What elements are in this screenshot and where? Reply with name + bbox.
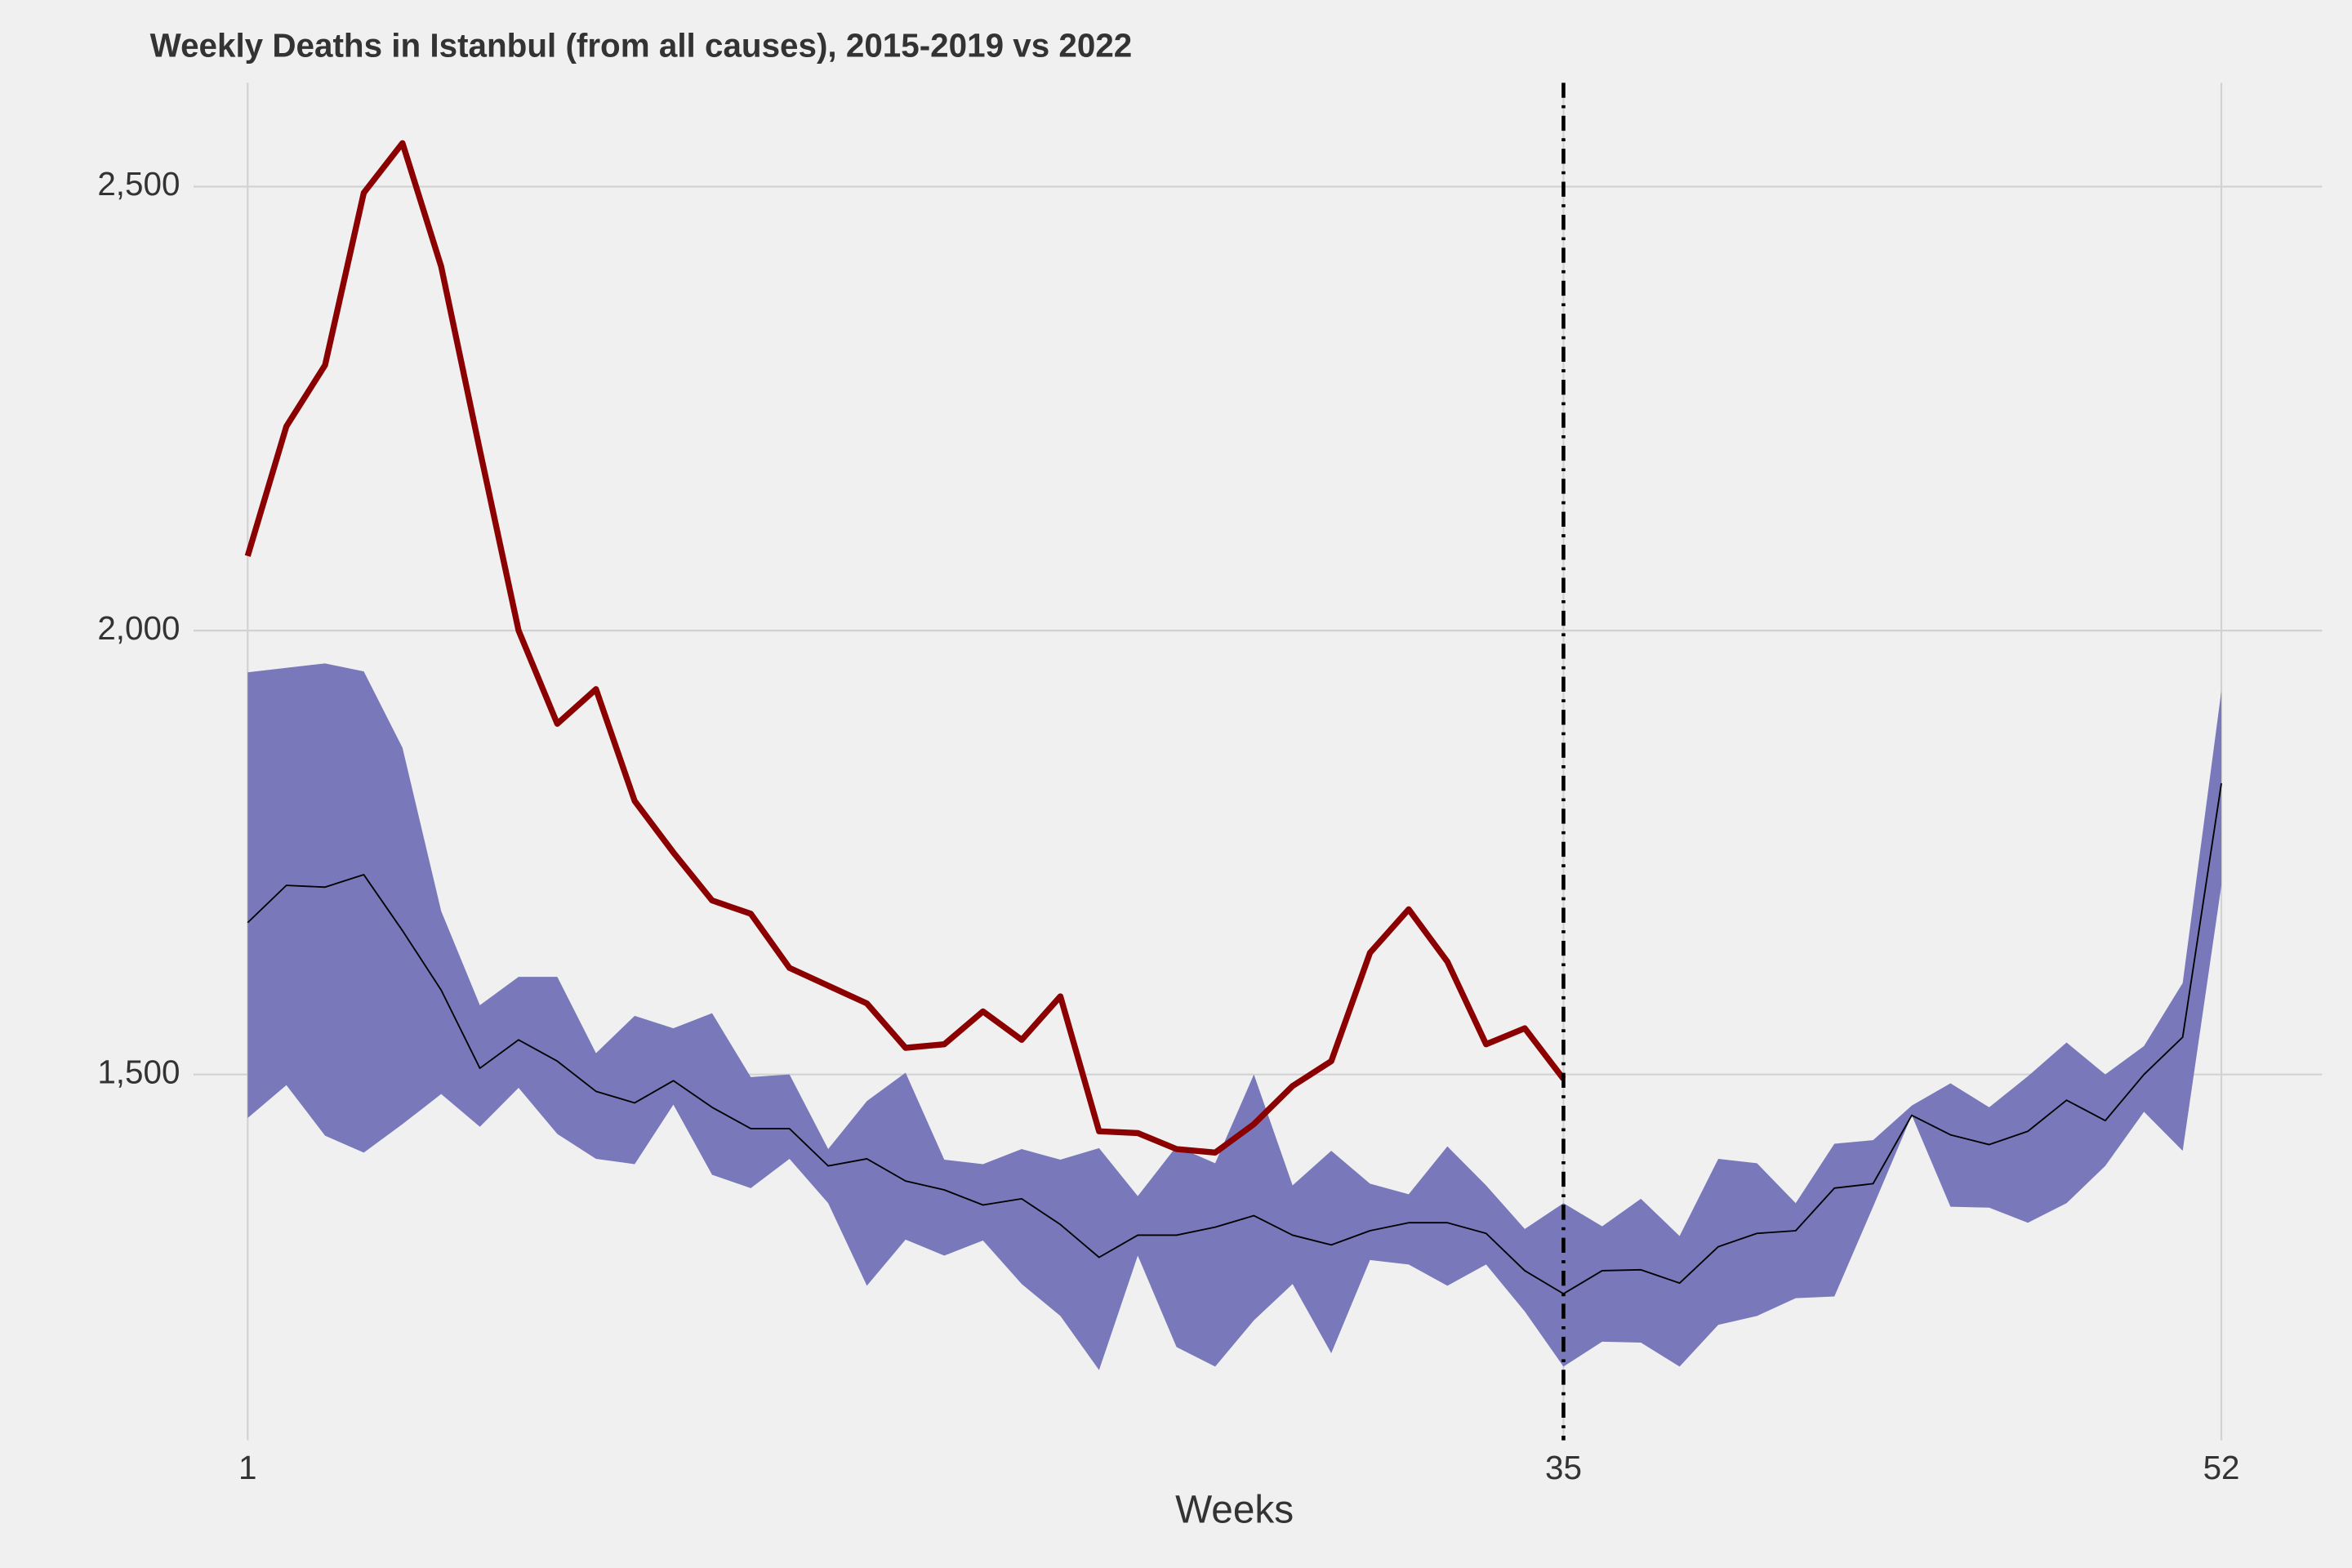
x-tick-label: 1 <box>238 1449 256 1486</box>
y-tick-label: 1,500 <box>97 1053 180 1090</box>
range-band <box>247 663 2222 1370</box>
y-tick-label: 2,000 <box>97 609 180 647</box>
x-axis-label: Weeks <box>1175 1488 1294 1531</box>
x-tick-label: 52 <box>2203 1449 2240 1486</box>
series-line <box>247 782 2222 1295</box>
x-tick-label: 35 <box>1545 1449 1582 1486</box>
chart-title: Weekly Deaths in Istanbul (from all caus… <box>150 27 1133 65</box>
y-tick-label: 2,500 <box>97 165 180 203</box>
series-line <box>244 140 1566 1156</box>
